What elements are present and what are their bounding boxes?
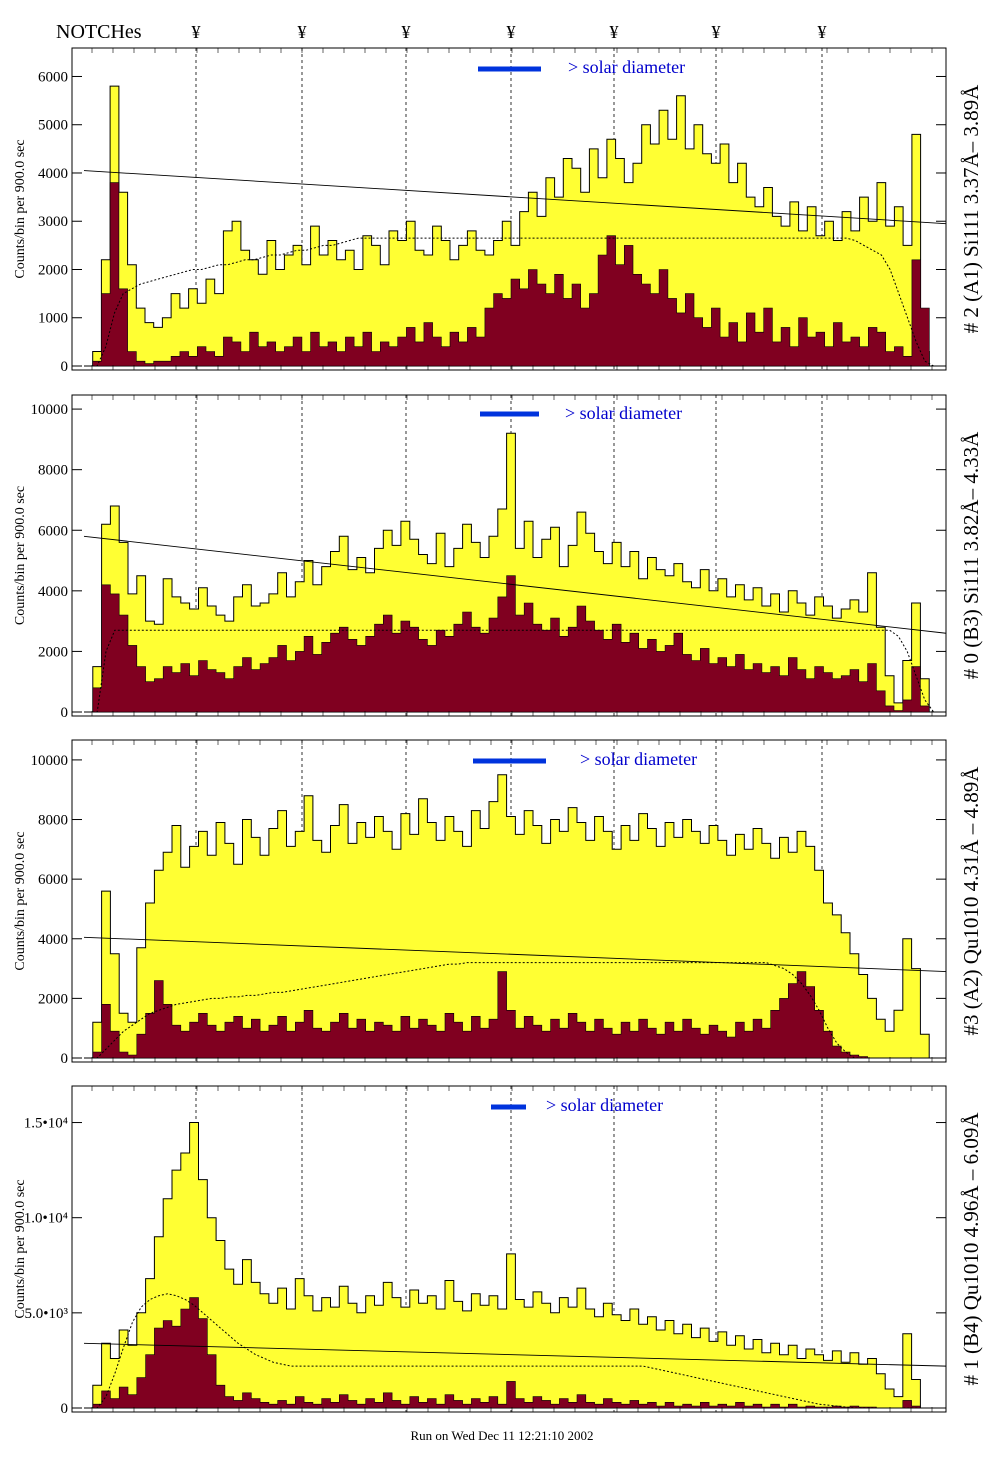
solar-diameter-annotation: > solar diameter [580,749,697,769]
series-total-histogram [84,1122,938,1409]
series-model-line [88,1293,934,1409]
y-tick-label: 5000 [38,118,68,134]
y-tick-label: 4000 [38,584,68,600]
y-tick-label: 2000 [38,991,68,1007]
y-tick-label: 6000 [38,872,68,888]
notch-symbol-2: ¥ [298,22,307,42]
trend-line [83,535,947,634]
y-tick-label: 6000 [38,69,68,85]
series-total-histogram [84,774,938,1059]
y-tick-label: 4000 [38,932,68,948]
solar-diameter-annotation: > solar diameter [546,1095,663,1115]
notch-header: NOTCHes ¥ ¥ ¥ ¥ ¥ ¥ ¥ [56,21,827,43]
y-tick-label: 3000 [38,214,68,230]
y-tick-label: 8000 [38,813,68,829]
series-component-histogram [84,575,938,713]
panel-title: #3 (A2) Qu1010 4.31Å – 4.89Å [959,766,983,1036]
series-total-histogram [84,85,938,367]
y-axis-label: Counts/bin per 900.0 sec [13,1179,28,1318]
notches-label: NOTCHes [56,21,142,43]
run-timestamp: Run on Wed Dec 11 12:21:10 2002 [410,1428,594,1443]
y-tick-label: 2000 [38,644,68,660]
y-tick-label: 2000 [38,262,68,278]
panel-title: # 0 (B3) Si111 3.82Å– 4.33Å [959,431,983,679]
series-total-histogram [84,432,938,713]
y-tick-label: 10000 [31,402,69,418]
y-tick-label: 8000 [38,463,68,479]
notch-symbol-5: ¥ [610,22,619,42]
series-component-histogram [84,971,938,1059]
notch-symbol-3: ¥ [402,22,411,42]
y-tick-label: 4000 [38,166,68,182]
trend-line [83,1342,947,1367]
panel-title: # 2 (A1) Si111 3.37Å– 3.89Å [959,84,983,334]
panel-1: 0 1000 2000 3000 4000 5000 6000 Counts/bin per … [13,47,983,375]
panel-title: # 1 (B4) Qu1010 4.96Å – 6.09Å [959,1112,983,1386]
trend-line [83,170,947,225]
notch-symbol-1: ¥ [192,22,201,42]
y-tick-label: 0 [61,359,69,375]
panels: 0 1000 2000 3000 4000 5000 6000 Counts/bin per … [13,47,983,1417]
y-tick-label: 5.0•10³ [25,1306,69,1322]
y-tick-label: 0 [61,705,69,721]
panel-4: 0 5.0•10³ 1.0•10⁴ 1.5•10⁴ Counts/bin per 900… [13,1085,983,1417]
y-tick-label: 0 [61,1051,69,1067]
y-axis-label: Counts/bin per 900.0 sec [13,139,28,278]
y-tick-label: 1000 [38,311,68,327]
y-tick-label: 0 [61,1401,69,1417]
notch-symbol-4: ¥ [507,22,516,42]
panel-3: 0 2000 4000 6000 8000 10000 Counts/bin per 900… [13,739,983,1067]
y-tick-label: 1.5•10⁴ [24,1116,68,1132]
panel-2: 0 2000 4000 6000 8000 10000 Counts/bin per 900… [13,394,983,721]
notch-symbol-6: ¥ [712,22,721,42]
trend-line [83,936,947,973]
y-axis-label: Counts/bin per 900.0 sec [13,486,28,625]
y-axis-label: Counts/bin per 900.0 sec [13,831,28,970]
y-tick-label: 10000 [31,753,69,769]
series-model-line [88,629,935,713]
series-model-line [88,962,934,1059]
notch-marks: ¥ ¥ ¥ ¥ ¥ ¥ ¥ [192,22,827,42]
y-tick-label: 6000 [38,523,68,539]
series-component-histogram [84,182,938,367]
solar-diameter-annotation: > solar diameter [565,403,682,423]
solar-diameter-annotation: > solar diameter [568,57,685,77]
notch-symbol-7: ¥ [818,22,827,42]
y-tick-label: 1.0•10⁴ [24,1211,68,1227]
series-component-histogram [84,1297,938,1409]
series-model-line [88,237,934,367]
